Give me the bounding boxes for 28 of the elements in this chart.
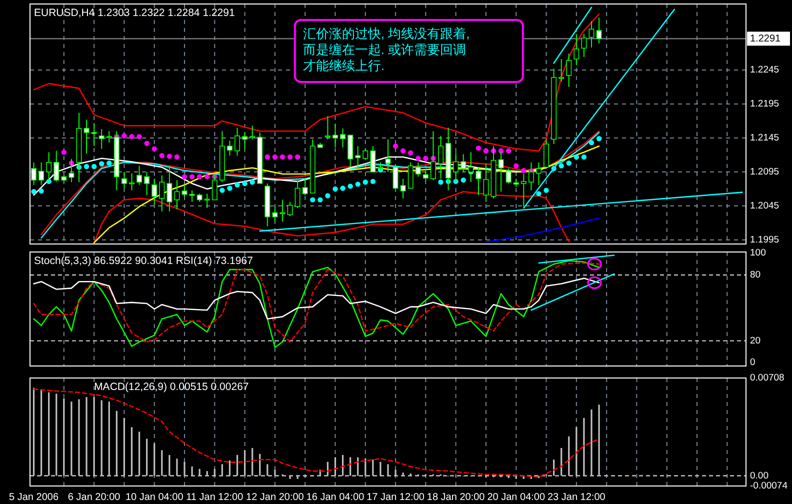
x-tick-label: 23 Jan 12:00 bbox=[548, 492, 606, 503]
y-tick-label: 1.2245 bbox=[750, 64, 780, 76]
y-tick-label: 0.00 bbox=[750, 470, 768, 482]
x-tick-label: 16 Jan 04:00 bbox=[306, 492, 365, 503]
y-tick-label: 1.1995 bbox=[750, 234, 780, 246]
x-tick-label: 11 Jan 12:00 bbox=[186, 492, 244, 503]
chart-title: MACD(12,26,9) 0.00515 0.00267 bbox=[94, 381, 249, 393]
y-tick-label: 20 bbox=[750, 335, 761, 346]
chart-title: EURUSD,H4 1.2303 1.2322 1.2284 1.2291 bbox=[34, 7, 235, 19]
y-tick-label: 1.2045 bbox=[750, 200, 780, 212]
y-tick-label: 100 bbox=[750, 248, 766, 259]
y-tick-label: 1.2095 bbox=[750, 166, 780, 178]
x-tick-label: 20 Jan 04:00 bbox=[487, 492, 546, 503]
y-tick-label: -0.00074 bbox=[750, 480, 788, 492]
y-tick-label: 1.2145 bbox=[750, 132, 780, 144]
x-tick-label: 6 Jan 20:00 bbox=[68, 492, 121, 503]
x-tick-label: 17 Jan 12:00 bbox=[366, 492, 425, 503]
y-tick-label: 0 bbox=[750, 357, 756, 368]
x-tick-label: 18 Jan 20:00 bbox=[426, 492, 486, 503]
x-tick-label: 5 Jan 2006 bbox=[9, 492, 59, 503]
y-tick-label: 1.2195 bbox=[750, 98, 780, 110]
y-tick-label: 0.00708 bbox=[750, 372, 784, 384]
y-tick-label: 80 bbox=[750, 270, 761, 281]
ref-line-label: 1.2291 bbox=[750, 33, 782, 44]
x-tick-label: 10 Jan 04:00 bbox=[125, 492, 184, 503]
x-tick-label: 12 Jan 20:00 bbox=[246, 492, 304, 503]
chart-title: Stoch(5,3,3) 86.5922 90.3041 RSI(14) 73.1967 bbox=[34, 255, 254, 267]
annotation: 汇价涨的过快, 均线没有跟着,而是缠在一起. 或许需要回调才能继续上行. bbox=[302, 26, 470, 73]
